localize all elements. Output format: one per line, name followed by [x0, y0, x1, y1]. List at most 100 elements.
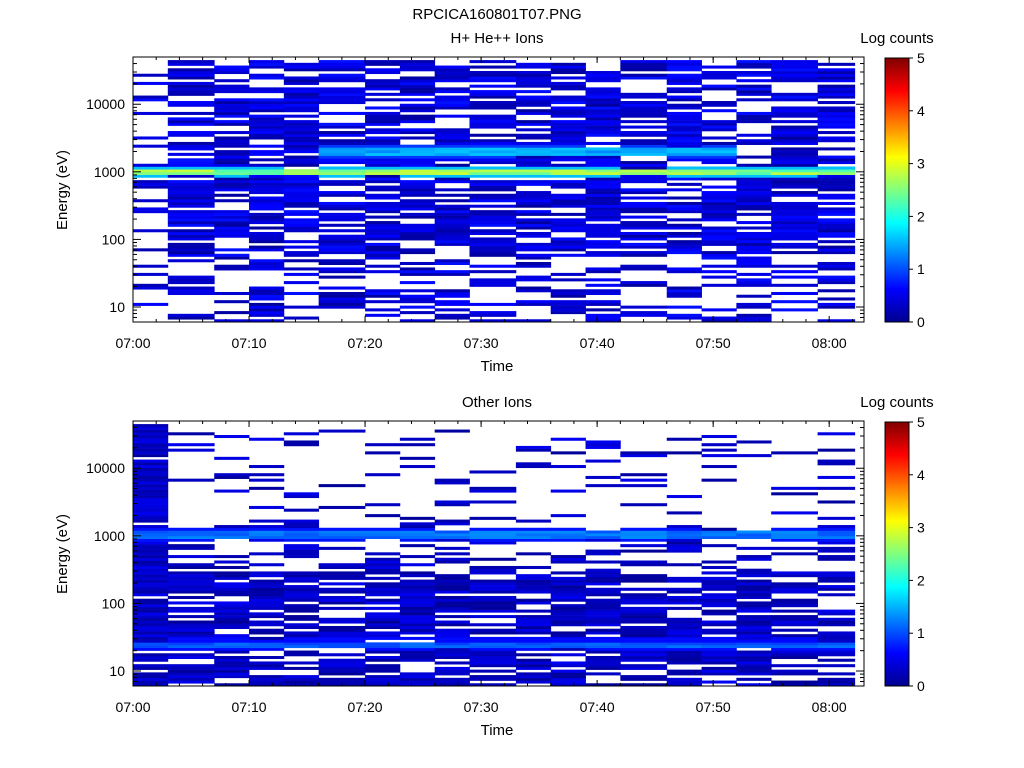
heatmap-cell — [283, 221, 320, 225]
heatmap-cell — [550, 612, 586, 616]
heatmap-cell — [620, 204, 668, 208]
heatmap-cell — [817, 139, 856, 143]
heatmap-cell — [133, 136, 169, 140]
heatmap-cell — [365, 79, 401, 83]
heatmap-cell — [167, 571, 215, 575]
heatmap-cell — [771, 251, 818, 255]
heatmap-cell — [283, 185, 320, 189]
heatmap-cell — [365, 563, 401, 567]
heatmap-cell — [620, 593, 668, 597]
heatmap-cell — [365, 180, 401, 184]
x-tick-label: 07:00 — [115, 699, 150, 715]
heatmap-cell — [585, 283, 621, 287]
heatmap-cell — [469, 158, 517, 162]
heatmap-cell — [133, 593, 169, 597]
heatmap-cell — [365, 68, 401, 72]
heatmap-cell — [736, 180, 772, 184]
heatmap-cell — [666, 177, 702, 181]
heatmap-cell — [666, 620, 702, 624]
heatmap-cell — [469, 180, 517, 184]
heatmap-cell — [434, 231, 470, 235]
heatmap-cell — [365, 636, 401, 640]
heatmap-cell — [399, 675, 436, 679]
heatmap-cell — [283, 522, 320, 526]
heatmap-cell — [515, 664, 552, 668]
heatmap-cell — [434, 574, 470, 578]
heatmap-cell — [736, 201, 772, 205]
heatmap-cell — [167, 185, 215, 189]
heatmap-cell — [515, 111, 552, 115]
heatmap-cell — [771, 628, 818, 632]
heatmap-cell — [771, 109, 818, 113]
heatmap-cell — [399, 90, 436, 94]
heatmap-cell — [399, 62, 436, 66]
heatmap-cell — [469, 155, 517, 159]
heatmap-cell — [214, 90, 250, 94]
heatmap-cell — [469, 223, 517, 227]
heatmap-cell — [550, 136, 586, 140]
heatmap-cell — [701, 150, 737, 154]
heatmap-cell — [666, 98, 702, 102]
heatmap-cell — [817, 459, 856, 463]
heatmap-cell — [318, 617, 366, 621]
heatmap-cell — [283, 141, 320, 145]
heatmap-cell — [167, 672, 215, 676]
heatmap-cell — [771, 231, 818, 235]
heatmap-cell — [666, 590, 702, 594]
heatmap-cell — [434, 215, 470, 219]
y-axis-label: Energy (eV) — [54, 514, 71, 594]
heatmap-cell — [133, 527, 169, 531]
heatmap-cell — [167, 180, 215, 184]
heatmap-cell — [620, 150, 668, 154]
heatmap-cell — [736, 281, 772, 285]
heatmap-cell — [133, 530, 169, 534]
heatmap-cell — [515, 601, 552, 605]
heatmap-cell — [318, 207, 366, 211]
heatmap-cell — [365, 658, 401, 662]
heatmap-cell — [515, 530, 552, 534]
heatmap-cell — [318, 666, 366, 670]
heatmap-cell — [771, 639, 818, 643]
colorbar-tick-label: 2 — [917, 572, 925, 588]
heatmap-cell — [550, 150, 586, 154]
heatmap-cell — [214, 188, 250, 192]
heatmap-cell — [214, 565, 250, 569]
heatmap-cell — [817, 131, 856, 135]
heatmap-cell — [771, 623, 818, 627]
heatmap-cell — [399, 636, 436, 640]
heatmap-cell — [620, 675, 668, 679]
heatmap-cell — [550, 672, 586, 676]
heatmap-cell — [283, 432, 320, 436]
heatmap-cell — [318, 275, 366, 279]
heatmap-cell — [666, 223, 702, 227]
heatmap-cell — [771, 571, 818, 575]
heatmap-cell — [515, 212, 552, 216]
heatmap-cell — [771, 585, 818, 589]
heatmap-cell — [469, 166, 517, 170]
heatmap-cell — [365, 158, 401, 162]
heatmap-cell — [318, 174, 366, 178]
heatmap-cell — [283, 223, 320, 227]
heatmap-cell — [550, 185, 586, 189]
heatmap-cell — [585, 440, 621, 444]
heatmap-cell — [249, 680, 285, 684]
heatmap-cell — [701, 582, 737, 586]
heatmap-cell — [736, 620, 772, 624]
heatmap-cell — [365, 565, 401, 569]
heatmap-cell — [736, 212, 772, 216]
heatmap-cell — [167, 275, 215, 279]
heatmap-cell — [399, 248, 436, 252]
heatmap-cell — [214, 215, 250, 219]
heatmap-cell — [585, 574, 621, 578]
heatmap-cell — [167, 111, 215, 115]
heatmap-cell — [133, 655, 169, 660]
heatmap-cell — [399, 672, 436, 676]
heatmap-cell — [133, 631, 169, 635]
heatmap-cell — [434, 212, 470, 216]
heatmap-cell — [585, 587, 621, 591]
heatmap-cell — [515, 65, 552, 69]
heatmap-cell — [249, 579, 285, 583]
heatmap-cell — [469, 500, 517, 504]
heatmap-cell — [469, 628, 517, 632]
heatmap-cell — [283, 677, 320, 681]
